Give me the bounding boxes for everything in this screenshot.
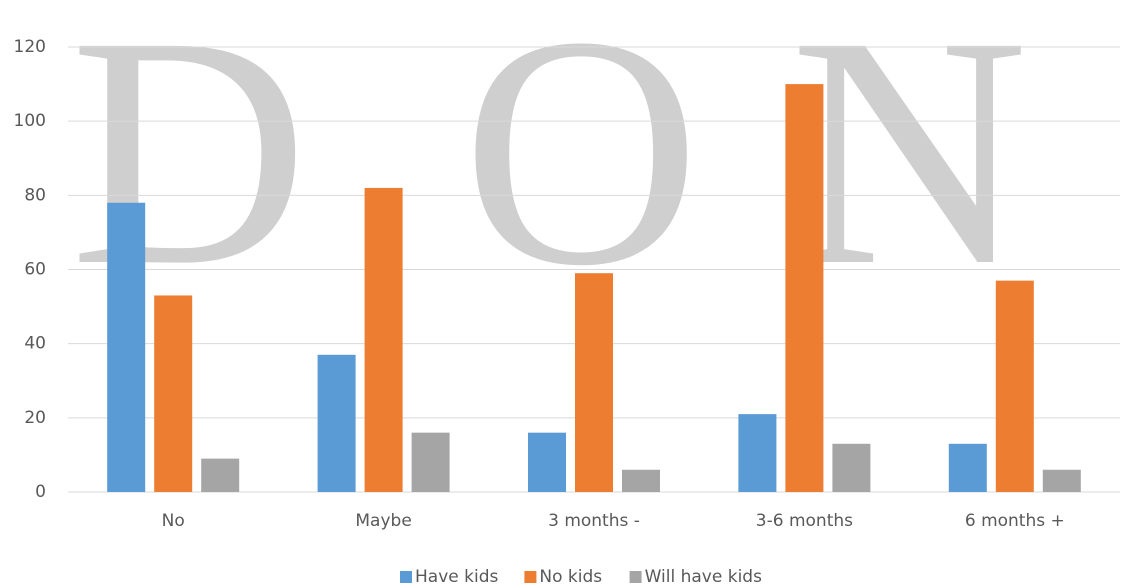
x-tick-label: Maybe [355,511,411,531]
legend-label: No kids [539,567,602,587]
y-tick-label: 60 [24,260,46,280]
legend-swatch [629,571,642,583]
y-tick-label: 80 [24,185,46,205]
bar [995,280,1034,492]
x-tick-label: No [162,511,185,531]
watermark: D O N [70,0,1028,334]
bar [785,84,824,492]
bar [622,469,660,492]
legend-swatch [400,571,412,583]
y-tick-label: 120 [14,37,46,57]
y-tick-label: 0 [35,482,46,502]
bar [948,443,987,492]
y-tick-label: 40 [24,334,46,354]
watermark-letter: N [790,0,1028,334]
bar [738,414,777,492]
bar [411,432,450,492]
x-tick-label: 3 months - [548,511,640,531]
watermark-letter: D [70,0,308,334]
legend-swatch [524,571,537,583]
bar [154,295,193,492]
bar [317,354,356,492]
x-tick-label: 6 months + [965,511,1065,531]
x-tick-label: 3-6 months [756,511,853,531]
legend-label: Will have kids [645,567,762,587]
y-tick-label: 100 [14,111,46,131]
bar [1042,469,1081,492]
bar [364,187,403,492]
bar [832,443,871,492]
y-tick-label: 20 [24,408,46,428]
bar [575,273,613,492]
bar [528,432,566,492]
bar [107,202,146,492]
bar [201,458,240,492]
legend-label: Have kids [415,567,498,587]
